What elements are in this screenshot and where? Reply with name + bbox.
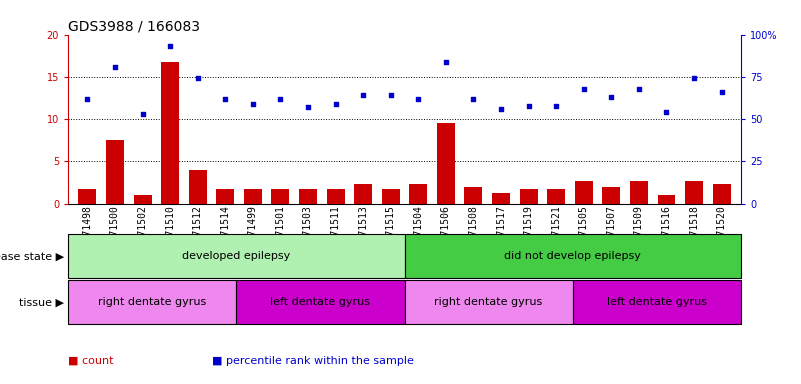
Text: disease state ▶: disease state ▶: [0, 251, 64, 262]
Bar: [382, 189, 400, 204]
Point: [329, 101, 342, 107]
Bar: [547, 189, 566, 204]
Bar: [520, 189, 537, 204]
Bar: [216, 189, 234, 204]
Point: [687, 75, 700, 81]
Point: [247, 101, 260, 107]
Text: right dentate gyrus: right dentate gyrus: [98, 297, 207, 308]
Text: ■ percentile rank within the sample: ■ percentile rank within the sample: [212, 356, 414, 366]
Bar: [78, 189, 96, 204]
Text: ■ count: ■ count: [68, 356, 114, 366]
Bar: [465, 187, 482, 204]
Bar: [189, 170, 207, 204]
Point: [494, 106, 507, 112]
Bar: [299, 189, 317, 204]
Text: left dentate gyrus: left dentate gyrus: [607, 297, 706, 308]
Point: [384, 92, 397, 98]
Bar: [437, 123, 455, 204]
Bar: [658, 195, 675, 204]
Point: [219, 96, 231, 102]
Point: [660, 109, 673, 115]
Point: [605, 94, 618, 100]
Bar: [492, 192, 510, 204]
Point: [715, 89, 728, 95]
Bar: [685, 181, 703, 204]
Point: [136, 111, 149, 117]
Bar: [272, 189, 289, 204]
Point: [356, 92, 369, 98]
Text: tissue ▶: tissue ▶: [19, 297, 64, 308]
Point: [578, 86, 590, 92]
Point: [163, 43, 176, 50]
Bar: [630, 181, 648, 204]
Point: [191, 75, 204, 81]
Point: [81, 96, 94, 102]
Text: left dentate gyrus: left dentate gyrus: [271, 297, 370, 308]
Point: [467, 96, 480, 102]
Point: [109, 64, 122, 70]
Bar: [602, 187, 620, 204]
Bar: [713, 184, 731, 204]
Point: [633, 86, 646, 92]
Text: did not develop epilepsy: did not develop epilepsy: [505, 251, 641, 262]
Point: [440, 58, 453, 65]
Text: right dentate gyrus: right dentate gyrus: [434, 297, 543, 308]
Bar: [161, 63, 179, 204]
Bar: [106, 140, 124, 204]
Point: [549, 103, 562, 109]
Point: [274, 96, 287, 102]
Point: [412, 96, 425, 102]
Text: developed epilepsy: developed epilepsy: [182, 251, 291, 262]
Point: [302, 104, 315, 110]
Bar: [327, 189, 344, 204]
Bar: [354, 184, 372, 204]
Bar: [134, 195, 151, 204]
Bar: [409, 184, 427, 204]
Bar: [575, 181, 593, 204]
Text: GDS3988 / 166083: GDS3988 / 166083: [68, 20, 200, 33]
Bar: [244, 189, 262, 204]
Point: [522, 103, 535, 109]
